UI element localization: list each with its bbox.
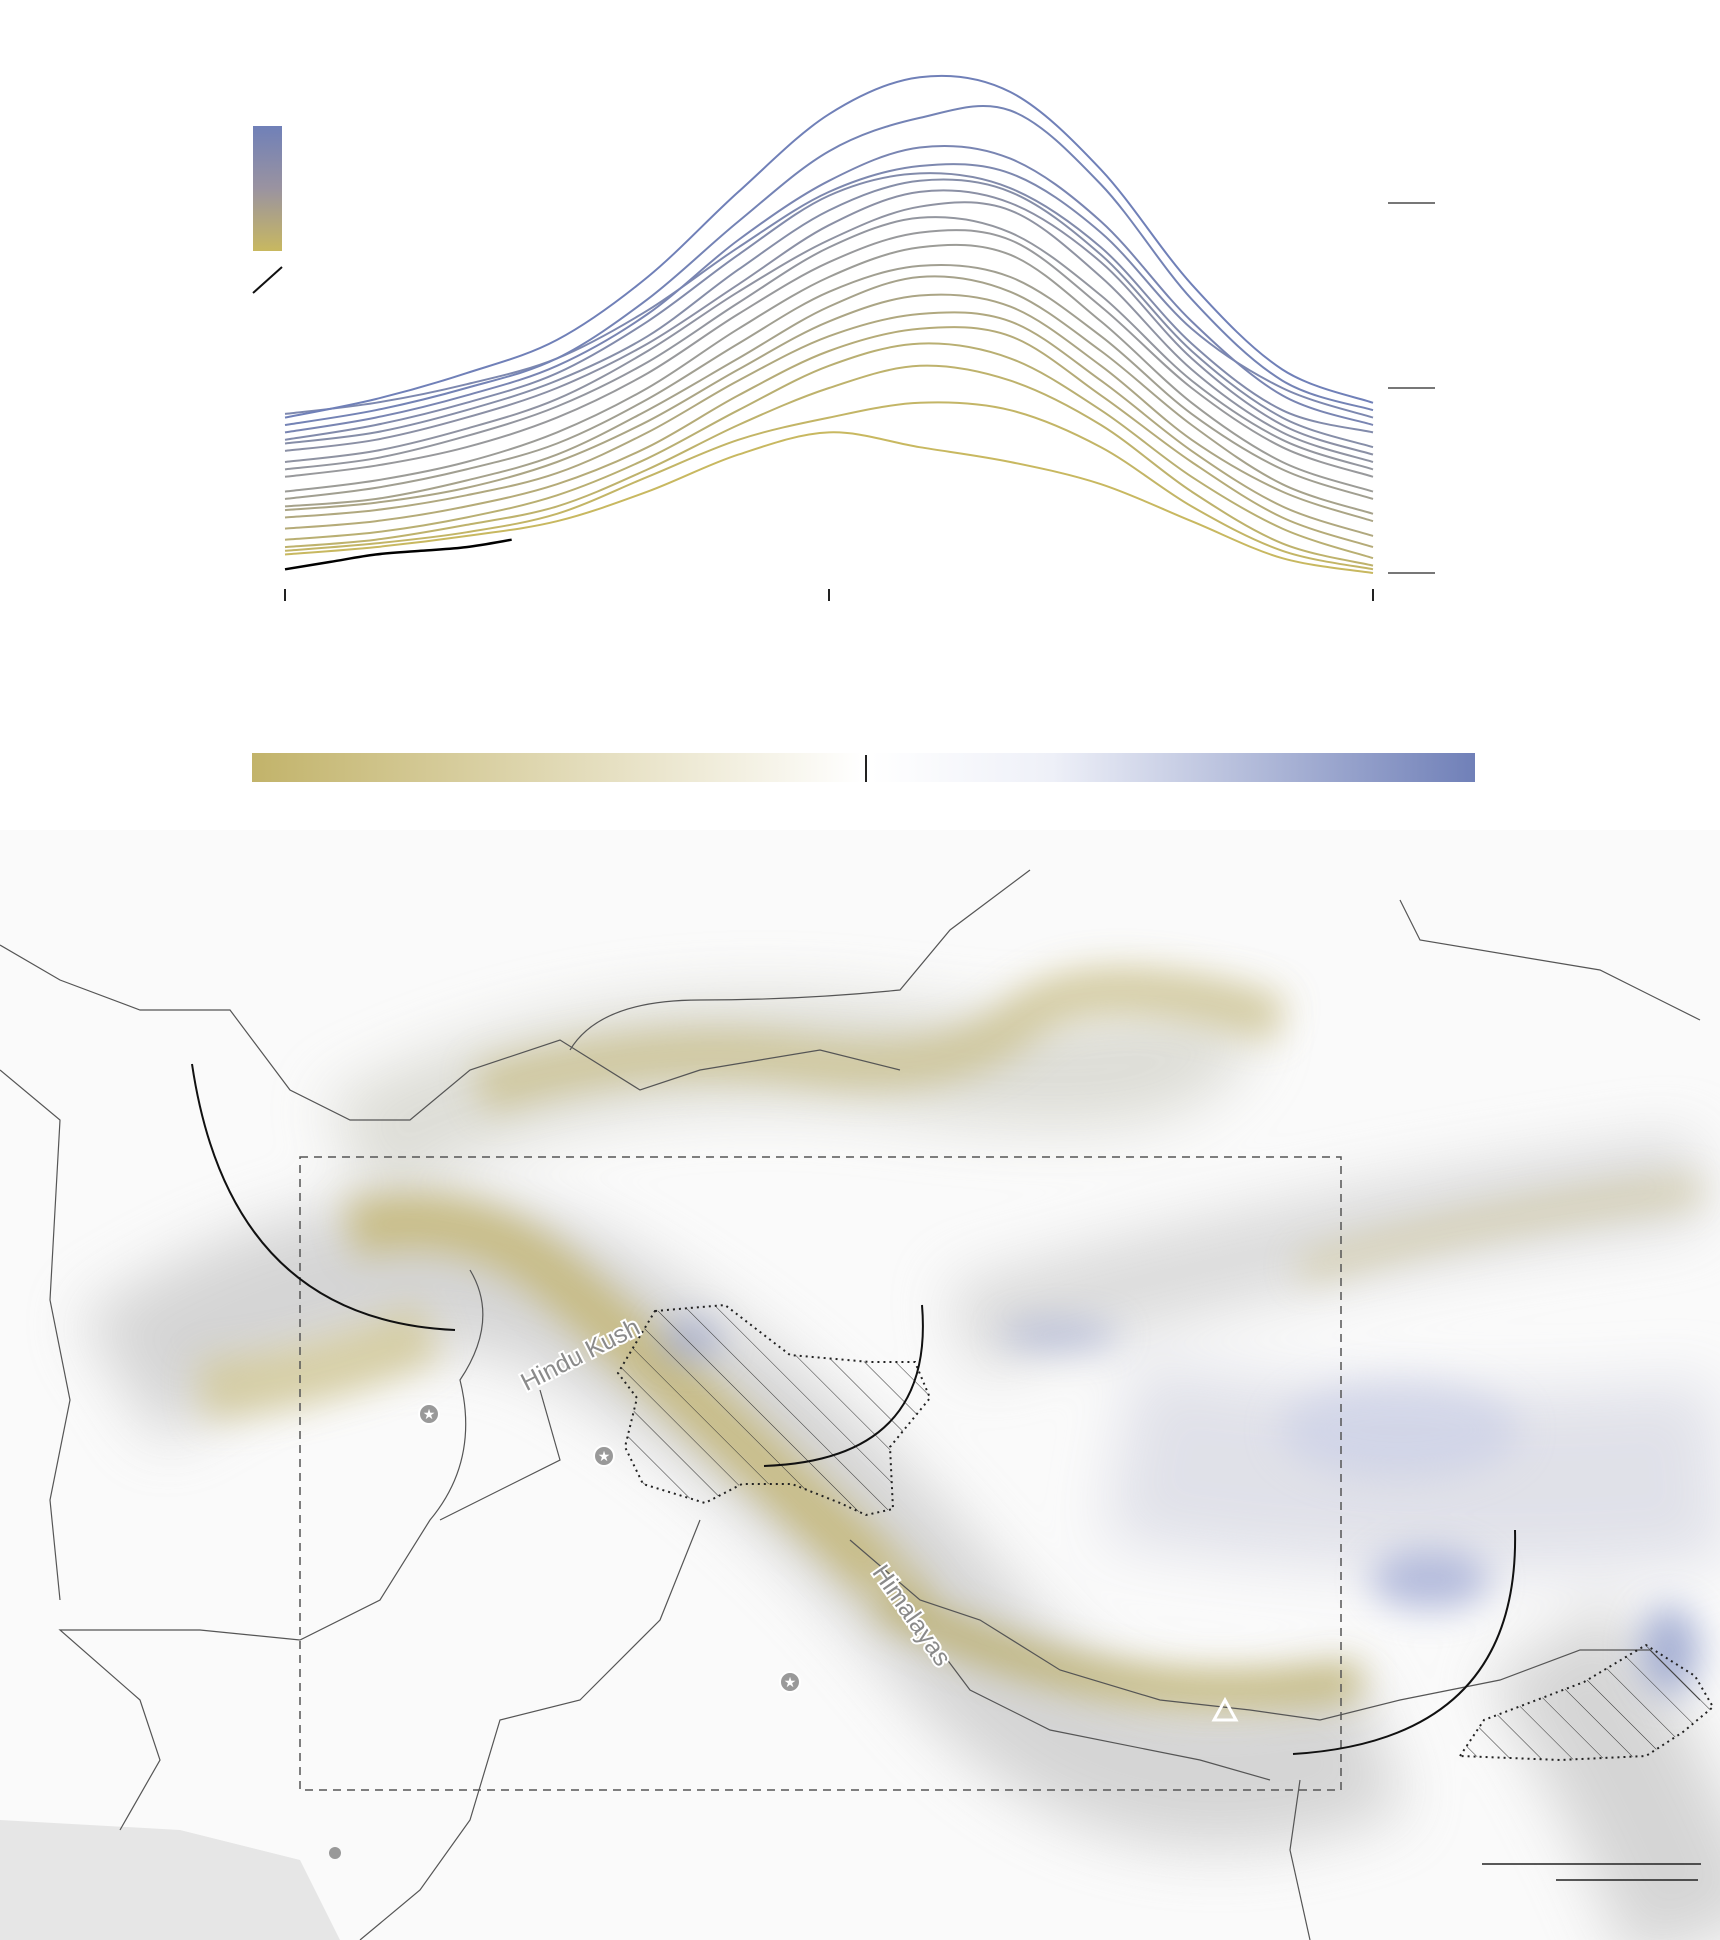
series-line-12 <box>284 263 1374 500</box>
colorbar-negative <box>252 753 862 782</box>
axes <box>284 202 1435 601</box>
series-line-10 <box>284 229 1374 478</box>
series-line-8 <box>284 201 1374 463</box>
hatched-region-west <box>616 1303 932 1517</box>
callout-arc-karakoram <box>763 1304 924 1467</box>
city-dot-icon <box>329 1847 341 1859</box>
series-line-9 <box>284 216 1374 471</box>
series-layer <box>284 74 1374 574</box>
color-ramp-legend <box>253 126 282 251</box>
callout-arc-east <box>1292 1529 1517 1755</box>
series-line-11 <box>284 243 1374 493</box>
series-line-14 <box>284 293 1374 523</box>
series-line-6 <box>284 178 1374 449</box>
series-line-3 <box>284 144 1374 434</box>
star-icon: ★ <box>784 1674 797 1690</box>
star-icon: ★ <box>598 1448 611 1464</box>
current-year-legend-swatch <box>252 266 283 294</box>
series-line-1 <box>284 74 1374 419</box>
series-line-5 <box>284 172 1374 441</box>
series-line-13 <box>284 275 1374 515</box>
capital-star-icon <box>779 1671 801 1693</box>
series-line-2 <box>284 104 1374 426</box>
series-line-18 <box>284 364 1374 567</box>
series-line-15 <box>284 311 1374 537</box>
capital-star-icon <box>593 1445 615 1467</box>
series-line-7 <box>284 189 1374 456</box>
snow-anomaly-map: ★ ★ ★ Hindu Kush Himalayas <box>0 830 1720 1940</box>
colorbar-positive <box>871 753 1475 782</box>
series-line-4 <box>284 163 1374 419</box>
inset-extent-box <box>299 1156 1342 1791</box>
country-borders <box>0 869 1701 1940</box>
star-icon: ★ <box>423 1406 436 1422</box>
series-line-20 <box>284 431 1374 574</box>
line-chart <box>252 74 1435 601</box>
series-line-19 <box>284 401 1374 571</box>
capital-star-icon <box>418 1403 440 1425</box>
series-line-16 <box>284 326 1374 549</box>
hatched-region-east <box>1458 1643 1715 1762</box>
capital-markers <box>418 1403 801 1693</box>
callout-arc-west <box>191 1063 456 1331</box>
colorbar-zero-mark <box>865 755 867 782</box>
current-series-line <box>284 538 512 571</box>
series-line-17 <box>284 342 1374 560</box>
peak-triangle-icon <box>1211 1696 1239 1722</box>
sea-area <box>0 1820 340 1940</box>
